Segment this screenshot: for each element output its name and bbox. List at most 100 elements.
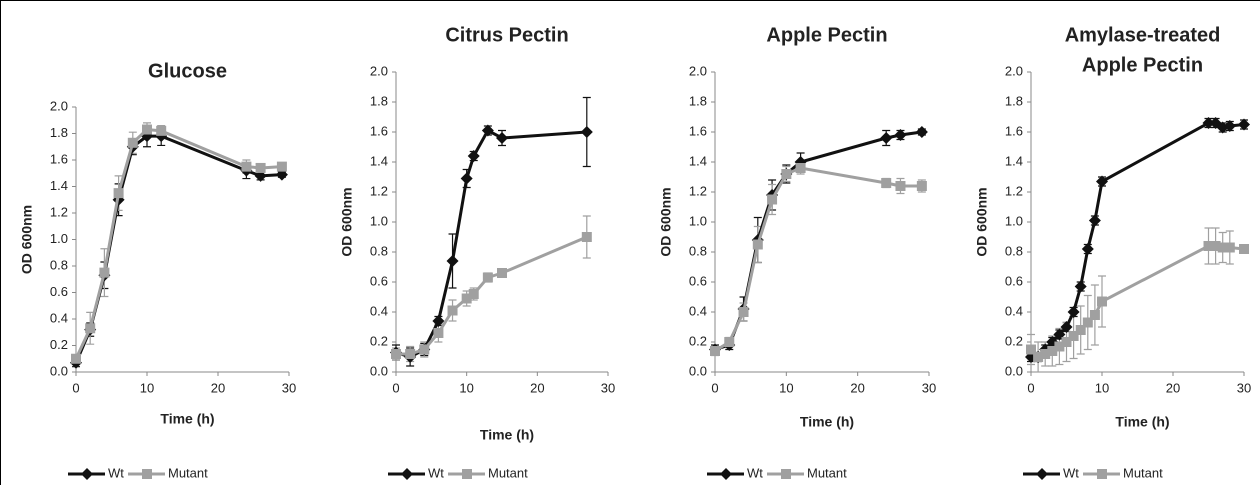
x-tick-label: 0	[711, 380, 718, 395]
mutant-marker	[156, 125, 167, 136]
mutant-marker	[767, 194, 778, 205]
y-tick-label: 1.8	[689, 93, 707, 108]
chart-title: Amylase-treated	[1065, 24, 1221, 46]
y-tick-label: 1.4	[1005, 153, 1023, 168]
y-tick-label: 0.2	[50, 337, 68, 352]
y-tick-label: 1.4	[50, 178, 68, 193]
wt-marker	[432, 315, 445, 327]
y-tick-label: 0.8	[1005, 243, 1023, 258]
y-tick-label: 0.2	[1005, 333, 1023, 348]
mutant-marker	[1033, 352, 1044, 362]
mutant-marker	[781, 469, 791, 479]
mutant-marker	[1224, 242, 1235, 253]
wt-marker	[915, 126, 928, 138]
mutant-marker	[127, 137, 138, 148]
y-tick-label: 0.4	[50, 310, 68, 325]
y-tick-label: 0.0	[50, 363, 68, 378]
mutant-marker	[85, 323, 96, 334]
mutant-marker	[795, 163, 806, 173]
mutant-marker	[1026, 344, 1036, 355]
wt-marker	[1238, 118, 1250, 131]
y-tick-label: 1.2	[370, 183, 388, 198]
mutant-marker	[142, 469, 152, 479]
wt-marker	[1036, 468, 1048, 480]
mutant-marker	[781, 169, 792, 179]
mutant-marker	[99, 267, 110, 278]
mutant-marker	[405, 349, 416, 359]
wt-marker	[81, 468, 93, 480]
y-axis-label: OD 600nm	[19, 205, 35, 274]
mutant-marker	[1217, 242, 1228, 253]
mutant-marker	[276, 161, 287, 172]
x-tick-label: 0	[392, 380, 399, 395]
y-tick-label: 0.4	[689, 303, 707, 318]
wt-marker	[1088, 214, 1101, 227]
mutant-marker	[468, 289, 479, 299]
y-tick-label: 0.2	[689, 333, 707, 348]
mutant-marker	[255, 162, 266, 173]
x-axis-label: Time (h)	[160, 411, 214, 427]
wt-marker	[460, 172, 473, 185]
x-tick-label: 10	[1095, 380, 1109, 395]
mutant-marker	[752, 239, 763, 250]
wt-marker	[1096, 175, 1108, 188]
mutant-marker	[1047, 346, 1058, 356]
series-line	[74, 127, 282, 360]
y-tick-label: 1.4	[689, 153, 707, 168]
chart-title: Glucose	[148, 60, 227, 82]
x-axis-label: Time (h)	[480, 427, 534, 443]
mutant-marker	[241, 161, 252, 172]
y-tick-label: 1.2	[1005, 183, 1023, 198]
mutant-marker	[447, 305, 458, 316]
mutant-marker	[433, 328, 444, 338]
x-tick-label: 10	[779, 380, 793, 395]
mutant-marker	[1097, 469, 1107, 479]
y-tick-label: 0.8	[50, 257, 68, 272]
series-line	[395, 128, 587, 359]
chart-title: Apple Pectin	[766, 24, 887, 46]
x-axis-label: Time (h)	[1115, 414, 1169, 430]
legend-label: Mutant	[488, 465, 528, 480]
mutant-marker	[881, 178, 892, 188]
mutant-marker	[1082, 317, 1093, 328]
wt-marker	[880, 132, 893, 144]
wt-marker	[894, 129, 907, 141]
y-tick-label: 0.2	[370, 333, 388, 348]
wt-marker	[496, 132, 508, 144]
y-tick-label: 0.4	[370, 303, 388, 318]
y-tick-label: 1.4	[370, 153, 388, 168]
mutant-marker	[710, 346, 720, 356]
wt-marker	[1060, 321, 1073, 333]
chart-title: Apple Pectin	[1082, 54, 1203, 76]
y-axis-label: OD 600nm	[974, 187, 990, 256]
mutant-marker	[724, 337, 735, 347]
series-line	[396, 235, 588, 356]
legend-label: Wt	[428, 465, 444, 480]
mutant-marker	[419, 344, 430, 355]
x-tick-label: 30	[282, 380, 296, 395]
wt-marker	[580, 126, 593, 138]
legend-label: Mutant	[1123, 465, 1163, 480]
y-tick-label: 1.6	[50, 151, 68, 166]
mutant-marker	[1054, 341, 1065, 352]
y-tick-label: 0.8	[689, 243, 707, 258]
mutant-marker	[895, 181, 906, 191]
wt-marker	[1202, 117, 1215, 129]
y-tick-label: 0.6	[370, 273, 388, 288]
y-tick-label: 0.0	[370, 363, 388, 378]
wt-marker	[1067, 306, 1080, 318]
series-line	[714, 166, 922, 353]
y-tick-label: 1.0	[50, 231, 68, 246]
y-tick-label: 1.8	[1005, 93, 1023, 108]
mutant-marker	[581, 232, 592, 242]
y-tick-label: 1.6	[689, 123, 707, 138]
x-tick-label: 20	[1166, 380, 1180, 395]
wt-marker	[1074, 280, 1087, 293]
mutant-marker	[462, 469, 472, 479]
mutant-marker	[142, 124, 152, 135]
legend-label: Wt	[108, 465, 124, 480]
chart-title: Citrus Pectin	[445, 24, 568, 46]
y-tick-label: 0.6	[1005, 273, 1023, 288]
legend-label: Wt	[747, 465, 763, 480]
